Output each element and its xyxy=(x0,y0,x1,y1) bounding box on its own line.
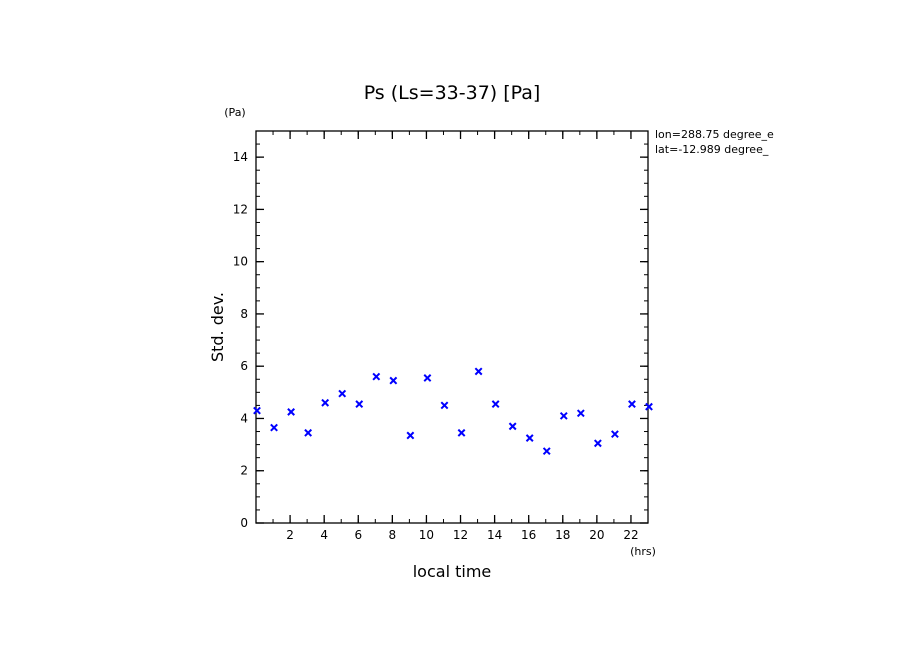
y-unit-label: (Pa) xyxy=(224,106,245,119)
data-point xyxy=(440,401,449,410)
x-tick-label: 12 xyxy=(453,528,468,542)
data-point xyxy=(338,389,347,398)
x-tick-label: 22 xyxy=(623,528,638,542)
y-tick-label: 4 xyxy=(240,411,248,425)
data-point xyxy=(628,400,636,409)
y-tick-label: 8 xyxy=(240,307,248,321)
x-tick-label: 4 xyxy=(320,528,328,542)
x-tick-label: 6 xyxy=(354,528,362,542)
y-tick-label: 2 xyxy=(240,464,248,478)
data-point xyxy=(287,408,295,416)
data-markers xyxy=(253,367,653,456)
data-point xyxy=(559,411,568,420)
annotation-lon: lon=288.75 degree_e xyxy=(655,128,774,141)
data-point xyxy=(508,422,517,431)
data-point xyxy=(372,372,381,381)
annotation-lat: lat=-12.989 degree_ xyxy=(655,143,769,156)
data-point xyxy=(457,428,466,437)
x-tick-label: 8 xyxy=(389,528,397,542)
annotation-clip-mask xyxy=(779,126,904,158)
data-point xyxy=(525,434,534,442)
data-point xyxy=(355,400,364,409)
data-point xyxy=(491,400,500,409)
y-tick-label: 6 xyxy=(240,359,248,373)
x-axis-label: local time xyxy=(413,562,492,581)
data-point xyxy=(406,431,415,440)
data-point xyxy=(611,430,619,439)
x-tick-label: 10 xyxy=(419,528,434,542)
x-unit-label: (hrs) xyxy=(630,545,656,558)
data-point xyxy=(593,439,602,448)
y-tick-label: 12 xyxy=(233,202,248,216)
data-point xyxy=(576,409,585,418)
x-tick-label: 18 xyxy=(555,528,570,542)
data-point xyxy=(270,423,278,432)
data-point xyxy=(645,402,653,411)
y-tick-label: 10 xyxy=(233,255,248,269)
y-tick-label: 14 xyxy=(233,150,248,164)
chart-title: Ps (Ls=33-37) [Pa] xyxy=(364,82,541,104)
x-tick-label: 20 xyxy=(589,528,604,542)
x-tick-label: 16 xyxy=(521,528,536,542)
data-point xyxy=(389,376,398,385)
x-tick-label: 2 xyxy=(286,528,294,542)
data-point xyxy=(253,406,261,415)
y-axis-label: Std. dev. xyxy=(208,292,227,362)
x-tick-label: 14 xyxy=(487,528,502,542)
data-point xyxy=(423,374,432,382)
data-point xyxy=(304,428,313,437)
data-point xyxy=(542,447,551,456)
data-point xyxy=(321,398,330,407)
plot-frame xyxy=(255,130,649,524)
y-tick-label: 0 xyxy=(240,516,248,530)
axis-ticks: 2 4 6 8 10 12 14 16 18 20 22 0 2 4 6 8 10 12 14 xyxy=(233,131,648,542)
data-point xyxy=(474,367,483,376)
